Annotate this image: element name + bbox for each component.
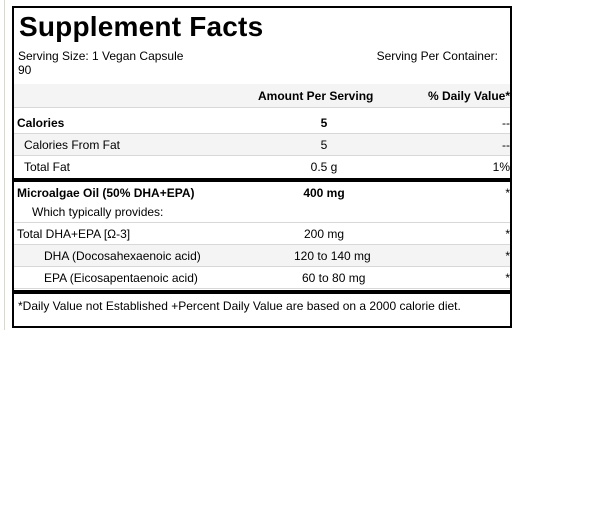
serving-size-continued: 90 xyxy=(18,63,32,77)
ingredient-amount: 120 to 140 mg xyxy=(294,249,371,263)
thick-divider xyxy=(14,290,510,294)
ingredient-name: Microalgae Oil (50% DHA+EPA) xyxy=(17,186,195,200)
ingredient-amount: 200 mg xyxy=(303,227,345,241)
ingredient-dv: * xyxy=(505,249,510,263)
ingredient-dv: * xyxy=(505,186,510,200)
footnote: *Daily Value not Established +Percent Da… xyxy=(18,299,461,313)
serving-size: Serving Size: 1 Vegan Capsule xyxy=(18,49,184,63)
serving-info: Serving Size: 1 Vegan Capsule 90 Serving… xyxy=(18,49,504,77)
ingredient-row-total-dha-epa: Total DHA+EPA [Ω-3] 200 mg * xyxy=(14,223,510,245)
nutrient-name: Calories xyxy=(17,116,65,130)
ingredient-row-epa: EPA (Eicosapentaenoic acid) 60 to 80 mg … xyxy=(14,267,510,289)
nutrient-amount: 5 xyxy=(320,116,328,130)
ingredient-amount: 400 mg xyxy=(303,186,345,200)
page-left-rule xyxy=(4,0,5,330)
ingredient-amount: 60 to 80 mg xyxy=(302,271,366,285)
servings-per-container: Serving Per Container: xyxy=(376,49,498,63)
ingredient-name: DHA (Docosahexaenoic acid) xyxy=(44,249,201,263)
nutrient-amount: 0.5 g xyxy=(310,160,338,174)
ingredient-row-microalgae-oil: Microalgae Oil (50% DHA+EPA) 400 mg * Wh… xyxy=(14,183,510,223)
ingredient-dv: * xyxy=(505,271,510,285)
ingredient-name: Total DHA+EPA [Ω-3] xyxy=(17,227,131,241)
supplement-facts-panel: Supplement Facts Serving Size: 1 Vegan C… xyxy=(12,6,512,328)
ingredient-row-dha: DHA (Docosahexaenoic acid) 120 to 140 mg… xyxy=(14,245,510,267)
thick-divider xyxy=(14,178,510,182)
nutrient-row-total-fat: Total Fat 0.5 g 1% xyxy=(14,156,510,178)
ingredient-name: EPA (Eicosapentaenoic acid) xyxy=(44,271,198,285)
nutrient-row-calories-from-fat: Calories From Fat 5 -- xyxy=(14,134,510,156)
nutrient-dv: -- xyxy=(502,116,510,130)
nutrient-name: Calories From Fat xyxy=(24,138,121,152)
nutrient-dv: -- xyxy=(502,138,510,152)
ingredient-dv: * xyxy=(505,227,510,241)
nutrient-name: Total Fat xyxy=(24,160,71,174)
nutrient-dv: 1% xyxy=(492,160,510,174)
nutrient-amount: 5 xyxy=(320,138,328,152)
amount-per-serving-header: Amount Per Serving xyxy=(258,89,374,103)
daily-value-header: % Daily Value* xyxy=(427,89,510,103)
ingredient-subheading: Which typically provides: xyxy=(32,205,164,219)
nutrient-row-calories: Calories 5 -- xyxy=(14,112,510,134)
column-header-row: Amount Per Serving % Daily Value* xyxy=(14,84,510,108)
panel-title: Supplement Facts xyxy=(19,11,264,42)
